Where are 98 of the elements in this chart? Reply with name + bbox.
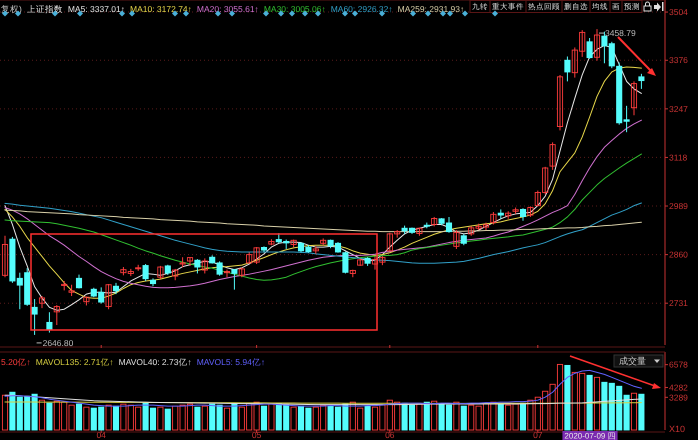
- candlestick: [238, 266, 245, 278]
- candlestick: [83, 296, 90, 306]
- bar: [520, 402, 526, 430]
- candlestick: [106, 283, 112, 310]
- bar: [453, 402, 460, 430]
- y-tick-label: 2731: [669, 298, 688, 308]
- text: MA5: 3337.01↑: [68, 4, 126, 14]
- bar: [416, 404, 422, 430]
- line-series: [4, 154, 642, 281]
- candlestick: [112, 282, 120, 295]
- x-tick-label: 06: [385, 430, 395, 440]
- bar: [202, 406, 208, 430]
- candlestick: [550, 142, 556, 170]
- line-series: [4, 394, 642, 406]
- candlestick: [460, 233, 467, 246]
- candlestick: [498, 208, 504, 220]
- candlestick: [54, 304, 60, 326]
- candlestick: [379, 256, 386, 266]
- bar: [364, 406, 371, 430]
- bar: [268, 404, 274, 430]
- bar: [164, 408, 171, 430]
- candlestick: [586, 38, 593, 60]
- y-tick-label: 2860: [669, 250, 688, 260]
- x-tick-label: 04: [96, 430, 106, 440]
- y-tick-label: 3247: [669, 104, 688, 114]
- candlestick: [638, 73, 644, 90]
- candlestick: [142, 264, 149, 282]
- text: MA30: 3005.06↑: [264, 4, 326, 14]
- bar: [76, 404, 82, 430]
- bar: [46, 402, 52, 430]
- candlestick: [32, 298, 38, 336]
- bar: [431, 400, 438, 430]
- y-tick-label: 3504: [669, 7, 688, 18]
- bar: [586, 374, 593, 430]
- text: MA60: 2926.32↑: [330, 4, 393, 14]
- x-tick-label: 07: [533, 430, 543, 440]
- candlestick: [630, 80, 638, 116]
- candlestick: [2, 235, 8, 278]
- text: MAVOL40: 2.73亿↑: [118, 356, 192, 367]
- candlestick: [61, 280, 68, 291]
- bar: [83, 406, 90, 430]
- candlestick: [342, 251, 348, 274]
- text: MA10: 3172.74↑: [130, 4, 192, 14]
- bar: [2, 394, 8, 430]
- candlestick: [202, 258, 208, 274]
- bar: [224, 408, 230, 430]
- bar: [564, 364, 570, 430]
- bar: [112, 406, 120, 430]
- text: 2020-07-09 四: [564, 431, 616, 440]
- bar: [231, 404, 238, 430]
- text: MA20: 3055.61↑: [196, 4, 259, 14]
- text: 5.20亿↑: [1, 356, 31, 367]
- bar: [594, 376, 600, 430]
- annotation: 成交量: [619, 356, 646, 366]
- annotation: 2646.80: [42, 338, 74, 348]
- text: MAVOL135: 2.71亿↑: [36, 356, 114, 367]
- candlestick: [431, 216, 438, 227]
- text: MAVOL5: 5.94亿↑: [196, 356, 266, 367]
- candlestick: [564, 56, 570, 82]
- candlestick: [490, 212, 496, 225]
- candlestick: [520, 208, 526, 222]
- text: X10: [669, 424, 686, 434]
- candlestick: [180, 256, 186, 268]
- x-tick-label: 05: [252, 430, 262, 440]
- line-series: [4, 370, 642, 407]
- bar: [638, 394, 644, 430]
- candlestick: [38, 296, 46, 309]
- candlestick: [194, 258, 200, 274]
- candlestick: [453, 230, 460, 250]
- bar: [157, 406, 164, 430]
- bar: [460, 406, 467, 430]
- line-series: [4, 202, 642, 264]
- y-tick-label: 4282: [669, 382, 688, 392]
- candlestick: [527, 206, 534, 218]
- candlestick: [594, 28, 600, 62]
- bar: [424, 402, 430, 430]
- y-tick-label: 2989: [669, 200, 688, 211]
- bar: [38, 400, 46, 430]
- annotation: 3458.79: [605, 28, 636, 38]
- candlestick: [76, 274, 82, 290]
- bar: [260, 406, 268, 430]
- y-tick-label: 6578: [669, 360, 688, 370]
- line-series: [4, 120, 642, 288]
- y-tick-label: 3289: [669, 392, 688, 402]
- text: MA259: 2931.93↑: [398, 4, 464, 14]
- candlestick: [172, 268, 178, 281]
- candlestick: [556, 74, 564, 131]
- y-tick-label: 3118: [669, 152, 688, 162]
- candlestick: [157, 265, 164, 280]
- bar: [630, 392, 638, 430]
- candlestick: [231, 268, 238, 290]
- bar: [498, 404, 504, 430]
- bar: [290, 406, 297, 430]
- y-tick-label: 3376: [669, 55, 688, 66]
- bar: [194, 406, 200, 430]
- candlestick: [68, 284, 75, 297]
- candlestick: [164, 264, 171, 276]
- bar: [106, 404, 112, 430]
